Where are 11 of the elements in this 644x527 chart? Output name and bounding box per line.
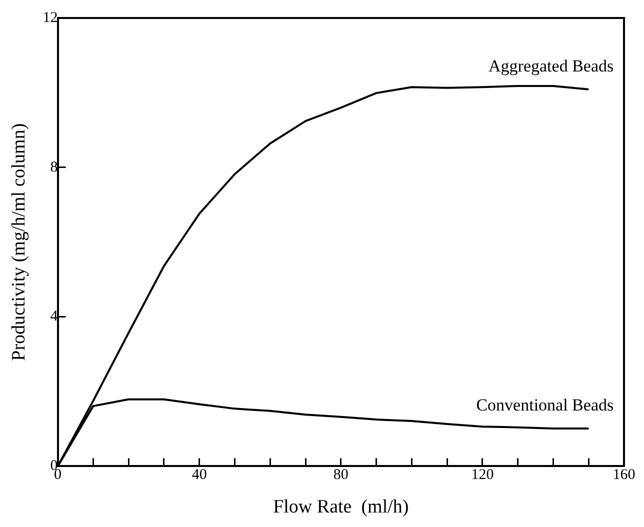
series-label: Aggregated Beads xyxy=(488,56,614,76)
x-tick-label: 80 xyxy=(333,467,348,484)
x-axis-title: Flow Rate (ml/h) xyxy=(273,496,409,518)
y-tick-label: 8 xyxy=(50,159,58,176)
x-tick-label: 40 xyxy=(192,467,207,484)
y-tick-label: 12 xyxy=(42,10,58,26)
series-label: Conventional Beads xyxy=(476,395,614,414)
x-tick-label: 160 xyxy=(612,467,636,484)
y-tick-label: 4 xyxy=(50,308,58,325)
x-tick-label: 120 xyxy=(471,467,494,484)
y-axis-title: Productivity (mg/h/ml column) xyxy=(8,123,30,361)
